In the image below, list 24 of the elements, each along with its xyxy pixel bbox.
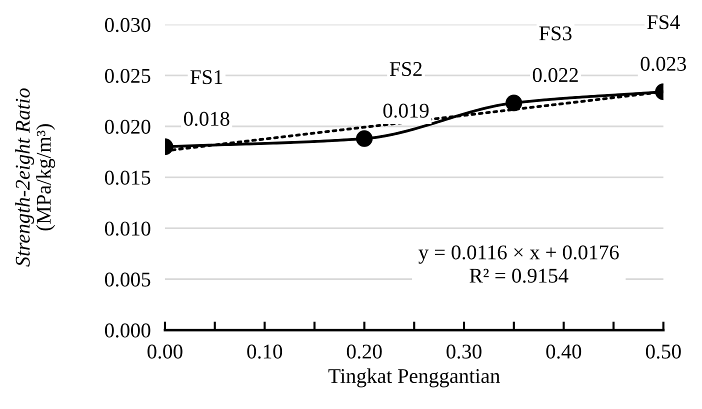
x-tick-label: 0.20	[346, 344, 382, 359]
y-tick-label: 0.010	[105, 222, 150, 236]
y-tick-label: 0.030	[105, 18, 150, 32]
y-tick-label: 0.000	[105, 323, 150, 338]
data-label: 0.022	[532, 68, 578, 82]
y-axis-title: Strength-2eight Ratio (MPa/kg/m³)	[15, 88, 56, 267]
x-tick-label: 0.50	[646, 344, 681, 359]
annotation: FS2	[390, 62, 422, 76]
y-tick-label: 0.005	[105, 272, 150, 287]
data-label: 0.019	[383, 104, 429, 118]
y-tick-label: 0.015	[105, 170, 150, 185]
x-tick-label: 0.40	[546, 344, 582, 359]
x-axis-title: Tingkat Penggantian	[328, 368, 500, 388]
annotation: FS1	[190, 70, 222, 84]
x-tick-label: 0.00	[148, 344, 182, 359]
annotation: FS3	[539, 26, 572, 40]
x-tick-label: 0.30	[446, 344, 482, 359]
x-tick-label: 0.10	[247, 344, 282, 359]
annotation: FS4	[647, 15, 680, 30]
y-tick-label: 0.025	[105, 68, 150, 83]
data-label: 0.023	[640, 56, 686, 71]
y-tick-label: 0.020	[105, 120, 150, 134]
data-label: 0.018	[184, 112, 230, 126]
annotation: y = 0.0116 × x + 0.0176 R² = 0.9154	[418, 245, 619, 283]
